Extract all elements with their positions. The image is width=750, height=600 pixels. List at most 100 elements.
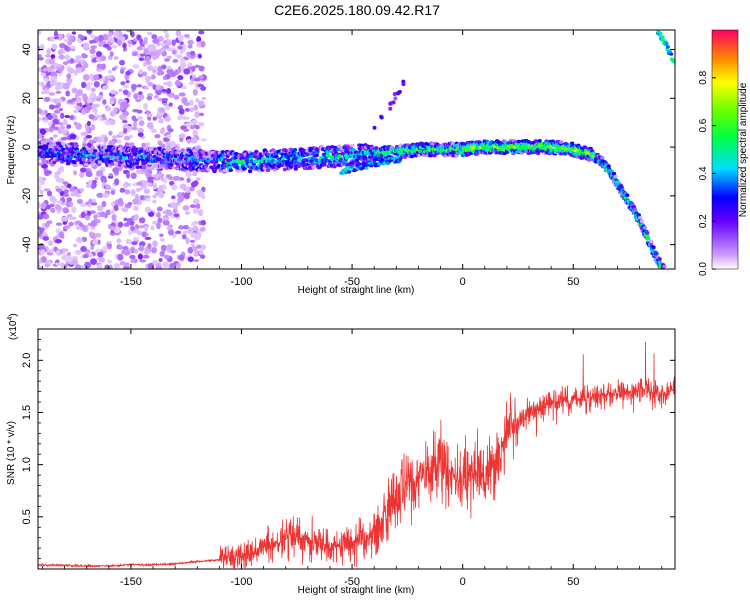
heatmap-cell (645, 231, 650, 235)
heatmap-cell (55, 228, 62, 234)
heatmap-cell (96, 63, 103, 70)
heatmap-cell (138, 94, 145, 100)
heatmap-cell (75, 67, 83, 73)
heatmap-cell (64, 114, 71, 119)
heatmap-cell (613, 174, 618, 179)
heatmap-cell (172, 208, 178, 214)
heatmap-cell (51, 113, 58, 120)
heatmap-cell (46, 204, 51, 210)
x-tick-label: -150 (120, 576, 142, 588)
y-tick-label: 2.0 (21, 353, 33, 368)
heatmap-cell (162, 75, 168, 80)
heatmap-cell (61, 142, 66, 147)
heatmap-cell (144, 86, 149, 90)
heatmap-cell (128, 229, 133, 236)
heatmap-cell (209, 160, 215, 164)
heatmap-cell (64, 44, 69, 51)
heatmap-cell (176, 68, 181, 74)
heatmap-cell (259, 163, 264, 168)
colorbar-tick-label: 0.0 (698, 262, 709, 276)
heatmap-cell (80, 211, 86, 219)
heatmap-cell (68, 35, 75, 42)
heatmap-cell (72, 59, 80, 64)
heatmap-cell (38, 54, 43, 59)
heatmap-cell (314, 153, 319, 158)
heatmap-cell (192, 149, 197, 153)
heatmap-cell (93, 81, 100, 88)
heatmap-cell (49, 98, 56, 103)
heatmap-cell (72, 170, 78, 176)
heatmap-cell (75, 220, 82, 225)
colorbar-tick-label: 0.2 (698, 214, 709, 228)
heatmap-cell (130, 226, 136, 231)
heatmap-cell (164, 116, 171, 123)
heatmap-cell (193, 234, 201, 241)
heatmap-cell (87, 204, 92, 208)
heatmap-cell (109, 51, 114, 57)
heatmap-cell (81, 81, 87, 89)
heatmap-cell (114, 31, 119, 39)
heatmap-cell (174, 230, 182, 235)
y-tick-label: 40 (21, 43, 33, 55)
heatmap-cell (61, 216, 68, 223)
heatmap-cell (199, 244, 207, 251)
heatmap-cell (40, 140, 45, 144)
heatmap-cell (111, 135, 119, 139)
heatmap-cell (364, 166, 369, 170)
heatmap-cell (62, 221, 67, 225)
heatmap-cell (68, 221, 74, 227)
heatmap-cell (166, 226, 173, 231)
heatmap-cell (108, 31, 113, 38)
heatmap-cell (58, 42, 66, 49)
heatmap-cell (63, 38, 70, 43)
heatmap-cell (86, 98, 93, 104)
heatmap-cell (118, 131, 125, 137)
snr-y-label: SNR (10 * v/v) (6, 421, 17, 485)
heatmap-cell (651, 245, 656, 250)
heatmap-cell (170, 202, 175, 209)
heatmap-cell (108, 140, 116, 147)
heatmap-cell (164, 57, 171, 62)
heatmap-cell (171, 147, 176, 152)
heatmap-cell (145, 55, 151, 62)
heatmap-cell (137, 116, 144, 121)
heatmap-cell (38, 132, 43, 139)
heatmap-cell (43, 96, 51, 103)
heatmap-cell (81, 225, 87, 231)
heatmap-cell (143, 48, 150, 55)
heatmap-cell (102, 99, 107, 105)
heatmap-cell (200, 168, 206, 173)
heatmap-cell (160, 42, 166, 47)
heatmap-cell (109, 209, 115, 215)
heatmap-cell (119, 68, 125, 74)
heatmap-cell (69, 115, 74, 120)
heatmap-cell (151, 128, 157, 134)
heatmap-cell (661, 272, 665, 276)
heatmap-cell (43, 78, 50, 82)
heatmap-cell (379, 115, 384, 120)
heatmap-cell (131, 241, 138, 246)
heatmap-cell (133, 93, 139, 100)
heatmap-cell (669, 52, 674, 56)
heatmap-cell (102, 192, 109, 198)
heatmap-cell (51, 123, 56, 129)
heatmap-cell (81, 157, 86, 162)
heatmap-cell (189, 50, 196, 56)
heatmap-cell (110, 89, 117, 95)
heatmap-cell (201, 96, 206, 101)
heatmap-cell (642, 225, 648, 230)
heatmap-cell (123, 217, 128, 222)
heatmap-cell (162, 178, 168, 183)
heatmap-cell (62, 181, 69, 185)
heatmap-cell (177, 45, 183, 50)
heatmap-cell (72, 243, 78, 248)
heatmap-cell (146, 65, 154, 72)
heatmap-cell (95, 57, 101, 62)
heatmap-cell (180, 148, 185, 152)
heatmap-cell (66, 217, 72, 221)
heatmap-cell (274, 154, 279, 159)
heatmap-cell (85, 215, 90, 221)
heatmap-cell (118, 59, 126, 66)
heatmap-cell (90, 202, 98, 206)
heatmap-cell (58, 54, 66, 60)
